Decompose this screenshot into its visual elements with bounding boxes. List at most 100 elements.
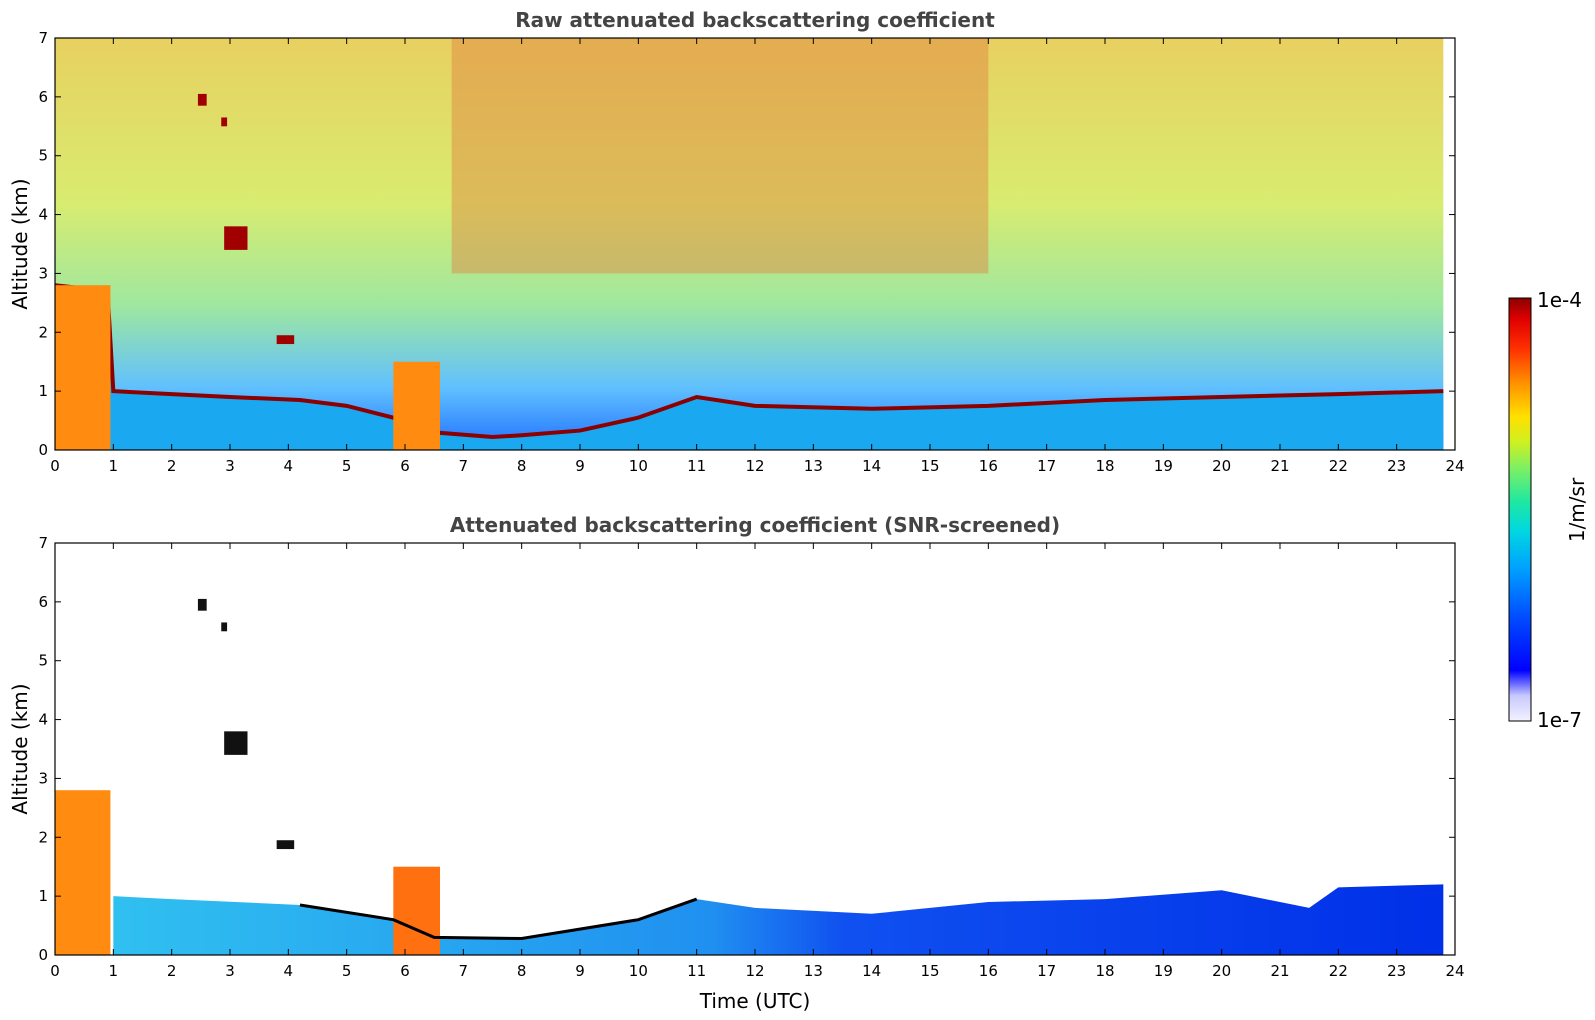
raw-y-tick-label: 5 (38, 147, 48, 165)
screened-x-tick-label: 2 (167, 962, 177, 980)
screened-x-tick-label: 9 (575, 962, 585, 980)
panel-raw: Raw attenuated backscattering coefficien… (8, 8, 1465, 475)
raw-x-tick-label: 22 (1329, 457, 1348, 475)
raw-y-label: Altitude (km) (8, 178, 32, 309)
raw-x-tick-label: 12 (745, 457, 764, 475)
screened-y-tick-label: 4 (38, 711, 48, 729)
screened-y-tick-label: 0 (38, 946, 48, 964)
colorbar-min-label: 1e-7 (1537, 708, 1582, 732)
screened-y-tick-label: 2 (38, 828, 48, 846)
raw-x-tick-label: 3 (225, 457, 235, 475)
raw-x-tick-label: 17 (1037, 457, 1056, 475)
screened-cloud-fragment (276, 840, 295, 850)
screened-y-tick-label: 5 (38, 652, 48, 670)
screened-x-tick-label: 13 (804, 962, 823, 980)
raw-y-tick-label: 2 (38, 323, 48, 341)
raw-noise-background (55, 38, 1444, 450)
raw-x-tick-label: 18 (1095, 457, 1114, 475)
raw-x-tick-label: 21 (1270, 457, 1289, 475)
colorbar-gradient (1508, 297, 1532, 722)
raw-solar-noise (451, 38, 989, 274)
screened-x-tick-label: 3 (225, 962, 235, 980)
panel-raw-title: Raw attenuated backscattering coefficien… (515, 8, 995, 32)
screened-x-tick-label: 21 (1270, 962, 1289, 980)
raw-x-tick-label: 6 (400, 457, 410, 475)
screened-x-tick-label: 16 (979, 962, 998, 980)
raw-x-tick-label: 16 (979, 457, 998, 475)
screened-cloud-fragment (224, 731, 248, 755)
raw-y-axis: 0 1 2 3 4 5 6 7 (38, 29, 1455, 459)
screened-x-tick-label: 11 (687, 962, 706, 980)
panel-screened: Attenuated backscattering coefficient (S… (8, 513, 1465, 1013)
screened-x-tick-label: 6 (400, 962, 410, 980)
screened-x-tick-label: 19 (1154, 962, 1173, 980)
screened-x-tick-label: 23 (1387, 962, 1406, 980)
raw-x-tick-label: 4 (284, 457, 294, 475)
raw-x-tick-label: 11 (687, 457, 706, 475)
raw-x-tick-label: 10 (629, 457, 648, 475)
raw-y-tick-label: 3 (38, 264, 48, 282)
screened-x-tick-label: 17 (1037, 962, 1056, 980)
screened-x-tick-label: 8 (517, 962, 527, 980)
screened-x-axis: 0 1 2 3 4 5 6 7 8 9 10 11 12 13 14 15 16 17 18 19 20 21 22 23 24 (50, 543, 1465, 980)
raw-x-tick-label: 2 (167, 457, 177, 475)
x-axis-label: Time (UTC) (699, 989, 811, 1013)
raw-cloud-feature (221, 117, 228, 127)
raw-x-tick-label: 23 (1387, 457, 1406, 475)
screened-x-tick-label: 4 (284, 962, 294, 980)
raw-x-tick-label: 9 (575, 457, 585, 475)
raw-x-tick-label: 15 (920, 457, 939, 475)
screened-y-tick-label: 6 (38, 593, 48, 611)
screened-x-tick-label: 14 (862, 962, 881, 980)
panel-screened-title: Attenuated backscattering coefficient (S… (450, 513, 1060, 537)
screened-y-tick-label: 7 (38, 534, 48, 552)
screened-y-tick-label: 1 (38, 887, 48, 905)
raw-x-tick-label: 20 (1212, 457, 1231, 475)
screened-cloud-feature (55, 790, 111, 955)
screened-x-tick-label: 15 (920, 962, 939, 980)
raw-y-tick-label: 0 (38, 441, 48, 459)
raw-x-tick-label: 1 (109, 457, 119, 475)
raw-y-tick-label: 4 (38, 206, 48, 224)
colorbar: 1e-4 1e-7 1/m/sr (1508, 288, 1589, 732)
screened-y-tick-label: 3 (38, 769, 48, 787)
screened-layer-top-line (299, 897, 698, 941)
raw-heatmap (55, 38, 1444, 450)
screened-x-tick-label: 7 (459, 962, 469, 980)
raw-y-tick-label: 7 (38, 29, 48, 47)
raw-cloud-feature (393, 361, 440, 450)
raw-y-tick-label: 6 (38, 88, 48, 106)
screened-y-axis: 0 1 2 3 4 5 6 7 (38, 534, 1455, 964)
screened-cloud-fragment (197, 598, 207, 611)
screened-heatmap (55, 598, 1444, 955)
screened-x-tick-label: 18 (1095, 962, 1114, 980)
screened-cloud-feature (393, 866, 440, 955)
screened-x-tick-label: 12 (745, 962, 764, 980)
raw-x-axis: 0 1 2 3 4 5 6 7 8 9 10 11 12 13 14 15 16 17 18 19 20 21 22 23 24 (50, 38, 1465, 475)
screened-x-tick-label: 24 (1445, 962, 1464, 980)
screened-y-label: Altitude (km) (8, 683, 32, 814)
colorbar-max-label: 1e-4 (1537, 288, 1582, 312)
raw-x-tick-label: 13 (804, 457, 823, 475)
raw-cloud-feature (55, 285, 111, 450)
screened-x-tick-label: 10 (629, 962, 648, 980)
panel-screened-frame (54, 542, 1456, 956)
raw-x-tick-label: 7 (459, 457, 469, 475)
screened-boundary-layer (113, 884, 1444, 955)
screened-x-tick-label: 0 (50, 962, 60, 980)
raw-x-tick-label: 5 (342, 457, 352, 475)
raw-x-tick-label: 8 (517, 457, 527, 475)
screened-x-tick-label: 1 (109, 962, 119, 980)
raw-layer-top-line (55, 283, 1444, 440)
screened-x-tick-label: 20 (1212, 962, 1231, 980)
raw-x-tick-label: 14 (862, 457, 881, 475)
screened-cloud-fragment (221, 622, 228, 632)
raw-x-tick-label: 24 (1445, 457, 1464, 475)
raw-boundary-layer (55, 285, 1444, 450)
colorbar-unit-label: 1/m/sr (1565, 477, 1589, 542)
raw-x-tick-label: 0 (50, 457, 60, 475)
raw-x-tick-label: 19 (1154, 457, 1173, 475)
raw-y-tick-label: 1 (38, 382, 48, 400)
raw-cloud-feature (197, 93, 207, 106)
